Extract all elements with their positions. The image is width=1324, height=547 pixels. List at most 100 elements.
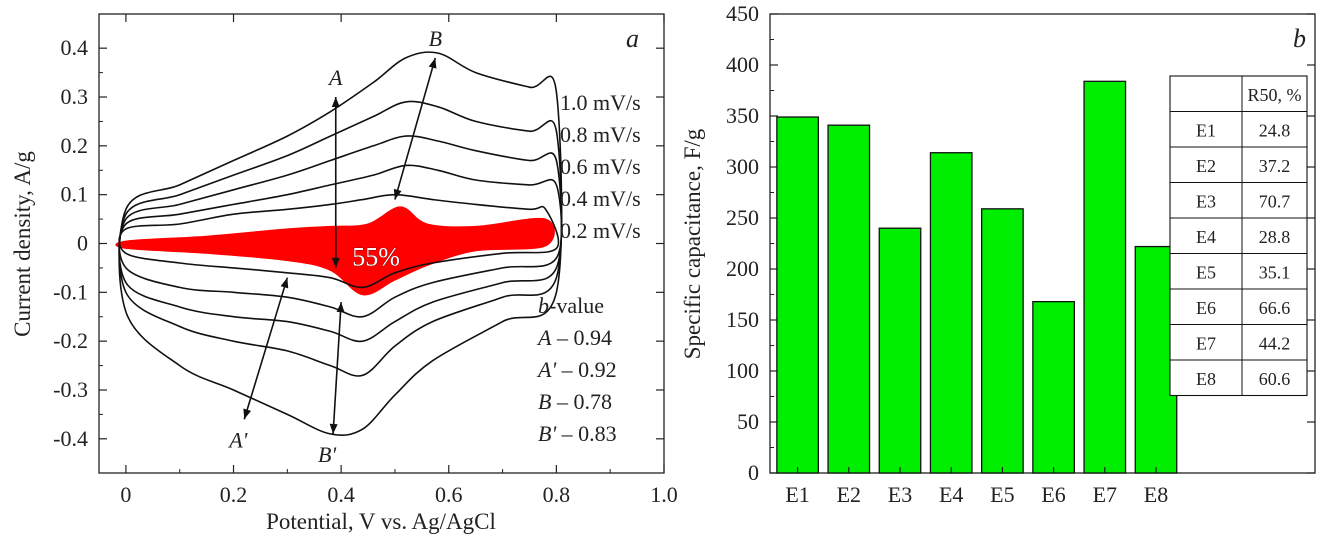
table-cell-r50: 35.1 xyxy=(1259,262,1291,282)
y-tick-label: -0.1 xyxy=(53,279,88,304)
table-cell-electrode: E7 xyxy=(1196,333,1216,353)
y-tick-label: 0.2 xyxy=(61,133,89,158)
table-cell-r50: 37.2 xyxy=(1259,156,1291,176)
b-value-peak: B' xyxy=(538,421,556,446)
y-tick-label: 0 xyxy=(77,231,88,256)
y-tick-label-b: 200 xyxy=(726,256,759,281)
table-cell-r50: 28.8 xyxy=(1259,227,1291,247)
arrow-head xyxy=(280,277,289,289)
table-cell-r50: 44.2 xyxy=(1259,333,1291,353)
bar-E7 xyxy=(1083,80,1127,474)
scan-rate-label: 0.4 mV/s xyxy=(560,186,641,211)
scan-rate-arrow xyxy=(394,57,437,200)
peak-label: A xyxy=(327,65,343,90)
b-value-number: – 0.94 xyxy=(551,325,612,350)
table-cell-electrode: E8 xyxy=(1196,369,1216,389)
peak-label: B' xyxy=(318,442,336,467)
panel-b-letter: b xyxy=(1293,24,1306,53)
y-tick-label-b: 300 xyxy=(726,154,759,179)
x-tick-label-b: E2 xyxy=(837,482,861,507)
arrow-head xyxy=(331,257,340,268)
b-value-peak: B xyxy=(538,389,551,414)
arrow-head xyxy=(331,97,340,108)
panel-b-chart: 0 50 100 150 200 250 300 350 400 450 E1 E2 E3 E4 E5 E6… xyxy=(680,1,1316,507)
x-tick-label: 0.2 xyxy=(220,482,248,507)
table-cell-r50: 60.6 xyxy=(1259,369,1291,389)
x-tick-label-b: E5 xyxy=(990,482,1014,507)
arrow-head xyxy=(393,188,402,200)
table-cell-electrode: E6 xyxy=(1196,298,1216,318)
table-cell-r50: 24.8 xyxy=(1259,120,1291,140)
table-cell-electrode: E3 xyxy=(1196,191,1216,211)
bar-E4 xyxy=(929,152,973,474)
b-value-item: B – 0.78 xyxy=(538,389,612,414)
b-value-number: – 0.92 xyxy=(556,357,617,382)
arrow-head xyxy=(329,423,338,434)
x-tick-label: 0.6 xyxy=(435,482,463,507)
y-tick-label: -0.2 xyxy=(53,328,88,353)
scan-rate-label: 0.8 mV/s xyxy=(560,122,641,147)
bar-E2 xyxy=(827,124,871,474)
arrow-head xyxy=(336,302,345,313)
b-value-title-italic: b xyxy=(538,293,549,318)
scan-rate-arrow xyxy=(243,277,289,420)
table-header-cell: R50, % xyxy=(1248,85,1302,105)
bar-E1 xyxy=(776,116,819,474)
y-axis-label-b: Specific capacitance, F/g xyxy=(680,128,705,359)
y-tick-label: 0.1 xyxy=(61,182,89,207)
x-tick-label-b: E3 xyxy=(888,482,912,507)
y-tick-label-b: 250 xyxy=(726,205,759,230)
b-value-peak: A xyxy=(536,325,552,350)
table-cell-electrode: E2 xyxy=(1196,156,1216,176)
b-value-title: b-value xyxy=(538,293,604,318)
b-value-item: A' – 0.92 xyxy=(536,357,617,382)
b-value-item: A – 0.94 xyxy=(536,325,612,350)
b-value-title-rest: -value xyxy=(549,293,604,318)
table-cell-electrode: E1 xyxy=(1196,120,1216,140)
y-tick-label-b: 400 xyxy=(726,52,759,77)
capacitive-percentage-label: 55% xyxy=(352,242,400,271)
x-tick-label: 0 xyxy=(120,482,131,507)
panel-a-chart: 0 0.2 0.4 0.6 0.8 1.0 0.4 0.3 0.2 0.1 0 -0.1 -0.2 -0.… xyxy=(10,13,678,534)
x-tick-label-b: E6 xyxy=(1041,482,1065,507)
cv-curve xyxy=(118,193,560,289)
scan-rate-arrow xyxy=(332,302,342,434)
arrow-head xyxy=(428,57,437,69)
x-tick-label: 0.8 xyxy=(543,482,571,507)
x-tick-label-b: E7 xyxy=(1093,482,1117,507)
scan-rate-label: 1.0 mV/s xyxy=(560,90,641,115)
y-tick-label-b: 50 xyxy=(737,409,759,434)
table-cell-electrode: E5 xyxy=(1196,262,1216,282)
y-axis-label: Current density, A/g xyxy=(10,151,35,337)
y-tick-label-b: 450 xyxy=(726,1,759,26)
table-cell-r50: 70.7 xyxy=(1259,191,1291,211)
x-tick-label-b: E1 xyxy=(785,482,809,507)
peak-label: A' xyxy=(227,427,247,452)
panel-a-letter: a xyxy=(626,24,639,53)
bar-E3 xyxy=(878,227,922,474)
scan-rate-label: 0.6 mV/s xyxy=(560,154,641,179)
x-tick-label: 0.4 xyxy=(327,482,355,507)
y-tick-label-b: 100 xyxy=(726,358,759,383)
b-value-number: – 0.83 xyxy=(556,421,617,446)
peak-label: B xyxy=(429,26,442,51)
b-value-peak: A' xyxy=(536,357,556,382)
arrow-head xyxy=(243,408,252,420)
y-tick-label: 0.4 xyxy=(61,35,89,60)
scan-rate-label: 0.2 mV/s xyxy=(560,218,641,243)
bar-E6 xyxy=(1032,300,1075,474)
y-tick-label: -0.3 xyxy=(53,377,88,402)
y-tick-label-b: 0 xyxy=(748,460,759,485)
x-axis-label: Potential, V vs. Ag/AgCl xyxy=(266,509,496,534)
b-value-item: B' – 0.83 xyxy=(538,421,617,446)
x-tick-label-b: E8 xyxy=(1144,482,1168,507)
y-tick-label: -0.4 xyxy=(53,426,88,451)
table-cell-r50: 66.6 xyxy=(1259,298,1291,318)
b-value-number: – 0.78 xyxy=(551,389,612,414)
y-tick-label: 0.3 xyxy=(61,84,89,109)
x-tick-label-b: E4 xyxy=(939,482,963,507)
table-cell-electrode: E4 xyxy=(1196,227,1216,247)
y-tick-label-b: 350 xyxy=(726,103,759,128)
x-tick-label: 1.0 xyxy=(650,482,678,507)
